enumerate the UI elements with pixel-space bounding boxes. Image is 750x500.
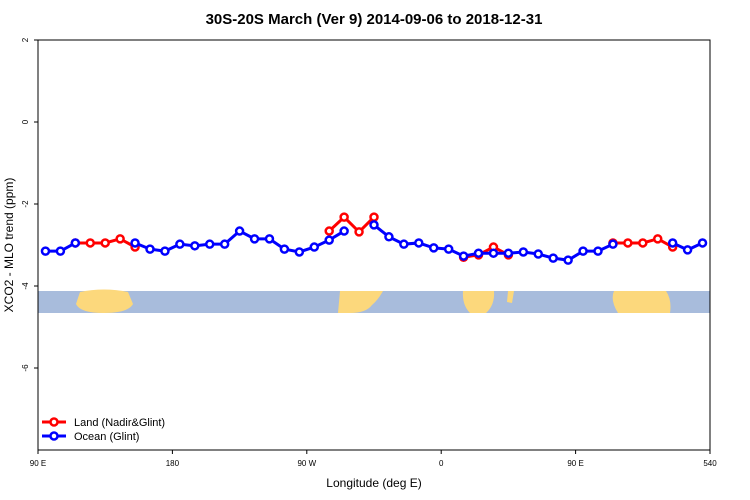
data-point bbox=[85, 238, 96, 248]
legend-label: Land (Nadir&Glint) bbox=[74, 417, 165, 429]
legend-label: Ocean (Glint) bbox=[74, 431, 139, 443]
data-point bbox=[548, 253, 558, 263]
data-point bbox=[563, 255, 573, 265]
series-line bbox=[45, 223, 704, 262]
data-point bbox=[682, 245, 693, 255]
data-point bbox=[339, 226, 349, 236]
data-point bbox=[414, 238, 424, 248]
data-point bbox=[354, 227, 364, 237]
data-point bbox=[428, 243, 439, 253]
data-point bbox=[593, 246, 603, 256]
data-point bbox=[309, 242, 320, 252]
x-tick-label: 90 E bbox=[567, 459, 583, 468]
land-ocean-map bbox=[38, 289, 710, 313]
x-tick-label: 540 bbox=[703, 459, 717, 468]
x-tick-label: 0 bbox=[439, 459, 444, 468]
land-shape bbox=[338, 291, 383, 313]
data-point bbox=[399, 239, 409, 249]
data-point bbox=[652, 234, 663, 244]
data-point bbox=[458, 251, 469, 261]
y-axis-label: XCO2 - MLO trend (ppm) bbox=[2, 178, 16, 313]
land-shape bbox=[462, 291, 495, 313]
plot-frame bbox=[37, 39, 711, 451]
data-point bbox=[473, 248, 484, 258]
data-point bbox=[264, 234, 275, 244]
data-point bbox=[160, 246, 170, 256]
y-tick-label: -6 bbox=[21, 364, 30, 372]
data-point bbox=[130, 238, 140, 248]
data-point bbox=[324, 235, 334, 245]
data-point bbox=[667, 238, 678, 248]
data-point bbox=[204, 239, 215, 249]
data-point bbox=[608, 239, 618, 249]
data-point bbox=[518, 247, 529, 257]
y-tick-label: 2 bbox=[21, 37, 30, 42]
data-point bbox=[115, 234, 125, 244]
data-point bbox=[55, 246, 66, 256]
data-point bbox=[234, 226, 245, 236]
data-point bbox=[369, 220, 379, 230]
legend-marker bbox=[49, 431, 59, 441]
land-shape bbox=[76, 289, 133, 313]
data-point bbox=[623, 238, 633, 248]
x-tick-label: 180 bbox=[166, 459, 180, 468]
data-point bbox=[145, 244, 155, 254]
data-point bbox=[100, 238, 110, 248]
chart-title: 30S-20S March (Ver 9) 2014-09-06 to 2018… bbox=[206, 11, 543, 28]
x-tick-label: 90 W bbox=[297, 459, 316, 468]
data-point bbox=[578, 246, 588, 256]
land-shape bbox=[507, 291, 514, 303]
y-tick-label: 0 bbox=[21, 119, 30, 124]
data-point bbox=[503, 248, 514, 258]
data-point bbox=[175, 239, 185, 249]
data-point bbox=[443, 244, 454, 254]
data-point bbox=[219, 239, 230, 249]
legend-marker bbox=[49, 417, 59, 427]
data-point bbox=[294, 247, 305, 257]
data-point bbox=[190, 241, 200, 251]
data-point bbox=[369, 212, 379, 222]
data-point bbox=[249, 234, 260, 244]
y-tick-label: -2 bbox=[21, 200, 30, 208]
data-point bbox=[279, 244, 290, 254]
data-point bbox=[324, 226, 334, 236]
data-point bbox=[697, 238, 708, 248]
data-point bbox=[638, 238, 648, 248]
data-point bbox=[339, 212, 349, 222]
x-tick-label: 90 E bbox=[30, 459, 46, 468]
x-axis-label: Longitude (deg E) bbox=[326, 476, 421, 490]
data-point bbox=[488, 248, 499, 258]
land-shape bbox=[612, 291, 671, 313]
data-point bbox=[533, 249, 544, 259]
data-point bbox=[384, 232, 394, 242]
data-point bbox=[40, 246, 51, 256]
y-tick-label: -4 bbox=[21, 282, 30, 290]
data-point bbox=[70, 238, 81, 248]
